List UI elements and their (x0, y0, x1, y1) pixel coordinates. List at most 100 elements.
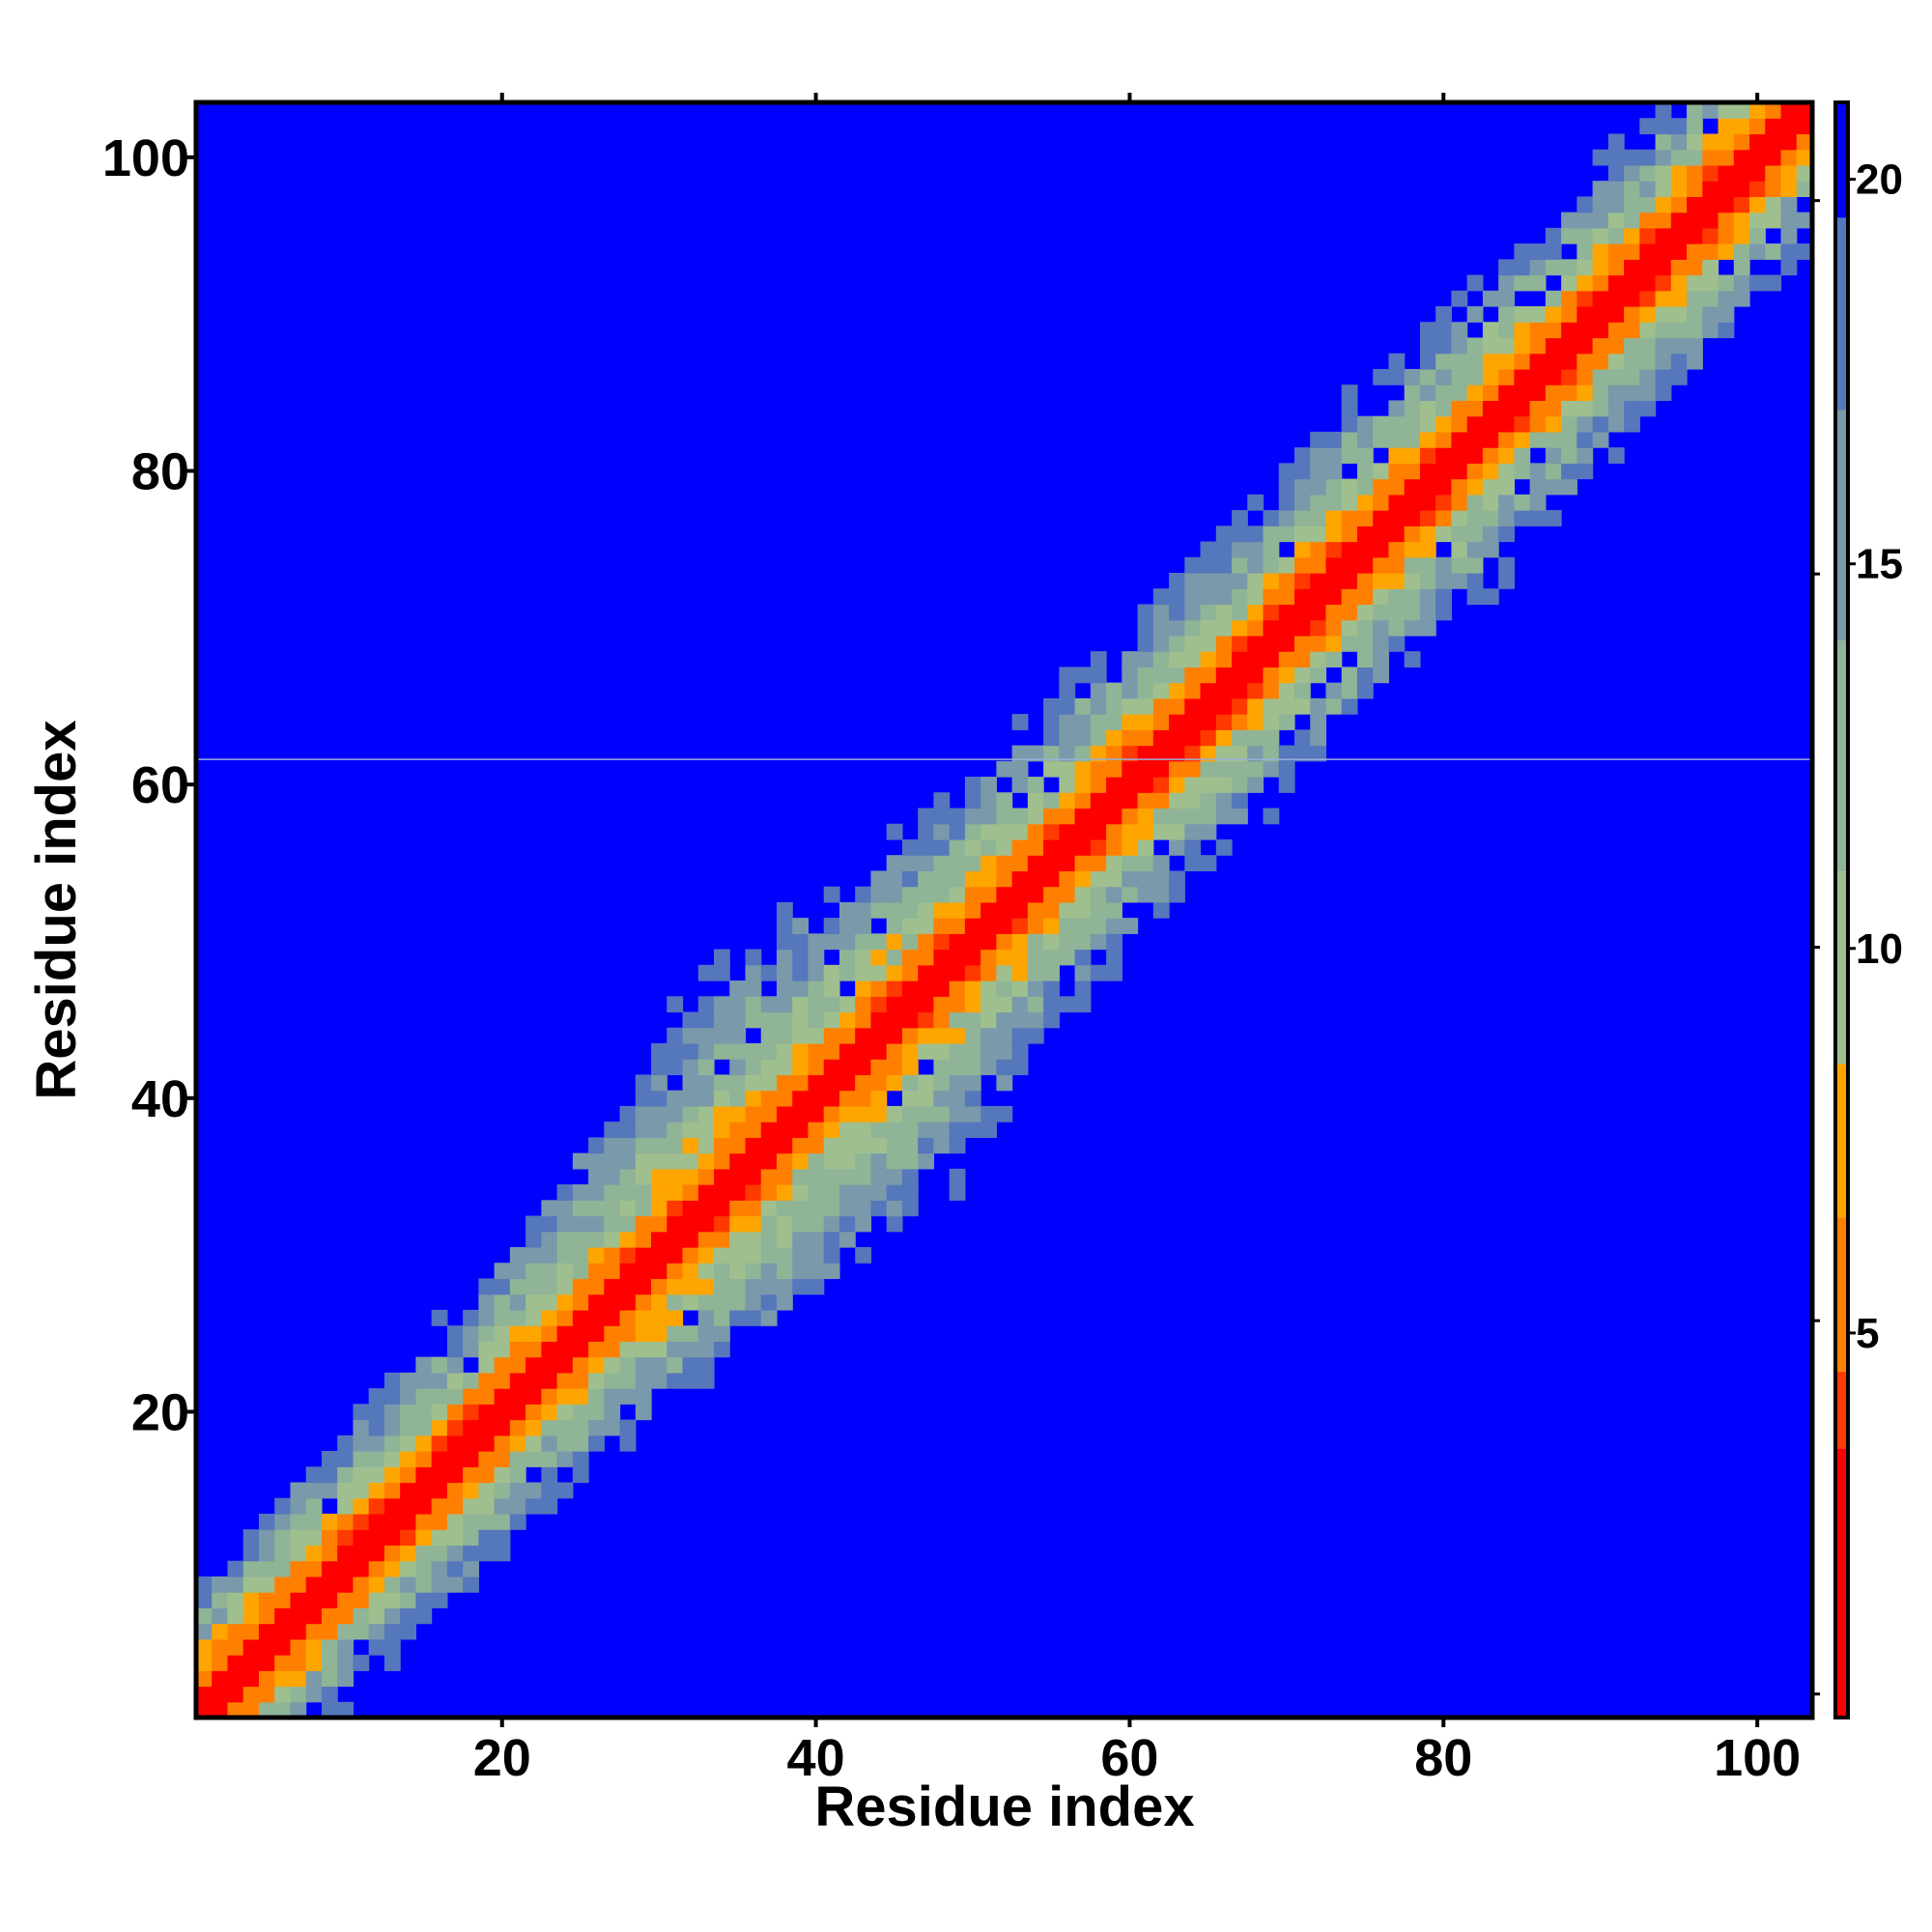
heatmap-cell (901, 1152, 919, 1170)
heatmap-cell (1090, 714, 1107, 730)
heatmap-cell (321, 1607, 338, 1625)
heatmap-cell (321, 1670, 338, 1688)
heatmap-cell (886, 1042, 903, 1060)
heatmap-cell (1215, 541, 1233, 558)
heatmap-cell (1561, 463, 1577, 480)
heatmap-cell (1215, 792, 1233, 810)
heatmap-cell (1232, 619, 1248, 637)
heatmap-cell (682, 1184, 699, 1201)
heatmap-cell (526, 1435, 542, 1452)
heatmap-cell (1702, 164, 1719, 182)
heatmap-cell (792, 1200, 810, 1217)
heatmap-cell (1106, 714, 1122, 730)
heatmap-cell (886, 855, 903, 872)
heatmap-cell (1561, 384, 1577, 402)
heatmap-cell (1200, 792, 1217, 810)
heatmap-cell (1404, 478, 1421, 496)
heatmap-cell (964, 1042, 981, 1060)
heatmap-cell (400, 1419, 416, 1436)
heatmap-cell (823, 1137, 840, 1154)
heatmap-cell (1545, 243, 1562, 260)
heatmap-cell (682, 1152, 699, 1170)
heatmap-cell (823, 1122, 840, 1138)
heatmap-cell (667, 1184, 684, 1201)
heatmap-cell (635, 1263, 652, 1280)
heatmap-cell (1356, 447, 1374, 464)
heatmap-cell (996, 1011, 1013, 1029)
heatmap-cell (714, 1027, 730, 1044)
heatmap-cell (353, 1529, 370, 1547)
heatmap-cell (682, 1215, 699, 1233)
heatmap-cell (1137, 682, 1154, 699)
heatmap-cell (1341, 478, 1358, 496)
heatmap-cell (1169, 823, 1185, 840)
heatmap-cells (196, 102, 1813, 1719)
heatmap-cell (745, 1042, 762, 1060)
heatmap-cell (1639, 384, 1657, 402)
heatmap-cell (1247, 651, 1264, 668)
heatmap-cell (667, 1027, 684, 1044)
heatmap-cell (1780, 259, 1798, 276)
heatmap-cell (290, 1607, 307, 1625)
heatmap-cell (274, 1701, 292, 1719)
heatmap-cell (509, 1388, 526, 1405)
heatmap-cell (1655, 212, 1672, 229)
heatmap-cell (196, 1701, 213, 1719)
heatmap-cell (980, 933, 997, 951)
heatmap-cell (1356, 588, 1374, 606)
heatmap-cell (556, 1247, 574, 1264)
heatmap-cell (1592, 212, 1609, 229)
heatmap-cell (1655, 274, 1672, 292)
heatmap-cell (1373, 478, 1390, 496)
heatmap-cell (760, 1309, 778, 1326)
heatmap-cell (1514, 510, 1531, 526)
heatmap-cell (870, 1090, 888, 1107)
heatmap-cell (604, 1341, 621, 1358)
heatmap-cell (651, 1042, 668, 1060)
heatmap-cell (321, 1529, 338, 1547)
heatmap-cell (792, 1278, 810, 1295)
heatmap-cell (682, 1231, 699, 1248)
heatmap-cell (1011, 964, 1029, 981)
heatmap-cell (494, 1482, 511, 1499)
heatmap-cell (1482, 415, 1499, 433)
heatmap-cell (463, 1451, 479, 1467)
heatmap-cell (1482, 494, 1499, 511)
heatmap-cell (1733, 133, 1750, 151)
heatmap-cell (384, 1372, 401, 1389)
heatmap-cell (1152, 604, 1170, 621)
heatmap-cell (1232, 777, 1248, 793)
heatmap-cell (1545, 290, 1562, 307)
heatmap-cell (1624, 149, 1640, 166)
heatmap-cell (619, 1435, 637, 1452)
heatmap-cell (541, 1466, 558, 1484)
heatmap-cell (1106, 870, 1122, 888)
heatmap-cell (1607, 400, 1625, 417)
heatmap-cell (1122, 745, 1139, 762)
heatmap-cell (1059, 870, 1076, 888)
heatmap-cell (1514, 274, 1531, 292)
heatmap-cell (918, 1027, 935, 1044)
heatmap-cell (1278, 572, 1295, 589)
heatmap-cell (1184, 682, 1202, 699)
heatmap-cell (1247, 760, 1264, 778)
heatmap-cell (1137, 886, 1154, 903)
heatmap-cell (384, 1638, 401, 1656)
heatmap-cell (980, 838, 997, 856)
heatmap-cell (619, 1168, 637, 1185)
heatmap-cell (1027, 901, 1044, 919)
heatmap-cell (697, 1215, 715, 1233)
heatmap-cell (1498, 556, 1515, 574)
heatmap-cell (1373, 415, 1390, 433)
heatmap-cell (1263, 541, 1280, 558)
heatmap-cell (1624, 227, 1640, 244)
heatmap-cell (823, 1263, 840, 1280)
heatmap-cell (274, 1655, 292, 1671)
heatmap-cell (1749, 243, 1766, 260)
heatmap-cell (901, 964, 919, 981)
heatmap-cell (1106, 729, 1122, 747)
heatmap-cell (1074, 855, 1092, 872)
heatmap-cell (651, 1200, 668, 1217)
heatmap-cell (1356, 556, 1374, 574)
